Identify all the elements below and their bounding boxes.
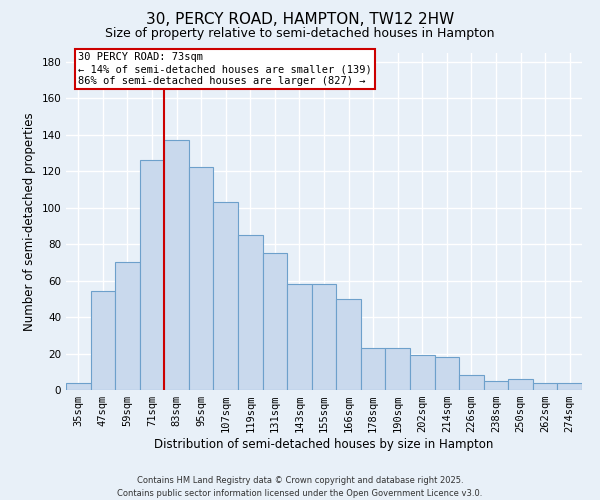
Bar	[312, 284, 336, 390]
Text: Size of property relative to semi-detached houses in Hampton: Size of property relative to semi-detach…	[105, 28, 495, 40]
Bar	[115, 262, 140, 390]
Text: 30, PERCY ROAD, HAMPTON, TW12 2HW: 30, PERCY ROAD, HAMPTON, TW12 2HW	[146, 12, 454, 28]
Bar	[508, 379, 533, 390]
Bar	[361, 348, 385, 390]
Bar	[189, 168, 214, 390]
Bar	[434, 357, 459, 390]
Bar	[484, 381, 508, 390]
Bar	[238, 235, 263, 390]
Text: Contains HM Land Registry data © Crown copyright and database right 2025.
Contai: Contains HM Land Registry data © Crown c…	[118, 476, 482, 498]
Bar	[336, 299, 361, 390]
Bar	[214, 202, 238, 390]
Bar	[410, 356, 434, 390]
X-axis label: Distribution of semi-detached houses by size in Hampton: Distribution of semi-detached houses by …	[154, 438, 494, 451]
Bar	[91, 292, 115, 390]
Bar	[263, 253, 287, 390]
Bar	[164, 140, 189, 390]
Bar	[385, 348, 410, 390]
Bar	[533, 382, 557, 390]
Bar	[557, 382, 582, 390]
Bar	[459, 376, 484, 390]
Bar	[66, 382, 91, 390]
Text: 30 PERCY ROAD: 73sqm
← 14% of semi-detached houses are smaller (139)
86% of semi: 30 PERCY ROAD: 73sqm ← 14% of semi-detac…	[78, 52, 372, 86]
Y-axis label: Number of semi-detached properties: Number of semi-detached properties	[23, 112, 36, 330]
Bar	[140, 160, 164, 390]
Bar	[287, 284, 312, 390]
